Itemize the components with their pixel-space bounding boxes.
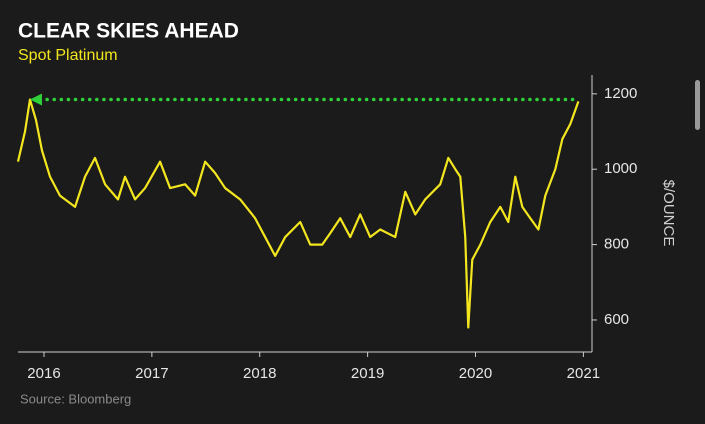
x-tick-label: 2016 (27, 365, 60, 382)
chart-title: CLEAR SKIES AHEAD (18, 20, 239, 43)
chart-subtitle: Spot Platinum (18, 47, 118, 64)
y-tick-label: 800 (604, 236, 629, 253)
scrollbar (695, 80, 700, 130)
y-axis-label: $/OUNCE (660, 180, 677, 247)
x-tick-label: 2017 (135, 365, 168, 382)
x-tick-label: 2018 (243, 365, 276, 382)
x-tick-label: 2020 (459, 365, 492, 382)
x-tick-label: 2021 (567, 365, 600, 382)
source: Source: Bloomberg (20, 391, 131, 406)
arrow-head (29, 93, 42, 106)
y-tick-label: 1000 (604, 160, 637, 177)
y-tick-label: 600 (604, 311, 629, 328)
price-line (16, 98, 580, 329)
x-tick-label: 2019 (351, 365, 384, 382)
y-tick-label: 1200 (604, 85, 637, 102)
